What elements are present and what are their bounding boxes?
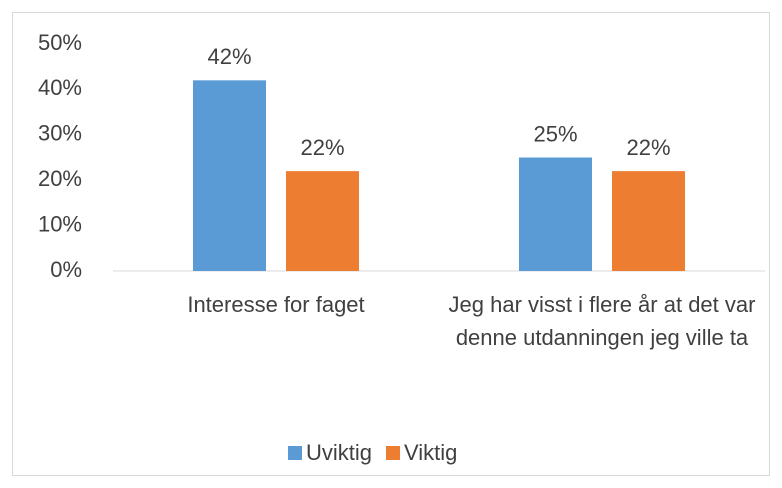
- legend-swatch: [386, 446, 401, 460]
- legend-swatch: [288, 446, 302, 460]
- legend-label: Viktig: [404, 440, 457, 465]
- data-label: 22%: [626, 135, 670, 160]
- legend-label: Uviktig: [306, 440, 372, 465]
- y-tick-label: 20%: [38, 166, 82, 191]
- y-tick-label: 30%: [38, 121, 82, 146]
- y-tick-label: 40%: [38, 75, 82, 100]
- bar: [612, 171, 685, 271]
- data-label: 42%: [207, 44, 251, 69]
- bar: [519, 157, 592, 271]
- x-tick-label: Jeg har visst i flere år at det var denn…: [448, 292, 756, 350]
- y-tick-label: 10%: [38, 211, 82, 236]
- x-tick-label: Interesse for faget: [187, 292, 365, 317]
- bar: [193, 80, 266, 271]
- data-label: 22%: [300, 135, 344, 160]
- y-tick-label: 50%: [38, 30, 82, 55]
- data-label: 25%: [533, 121, 577, 146]
- y-tick-label: 0%: [50, 257, 82, 282]
- bar: [286, 171, 359, 271]
